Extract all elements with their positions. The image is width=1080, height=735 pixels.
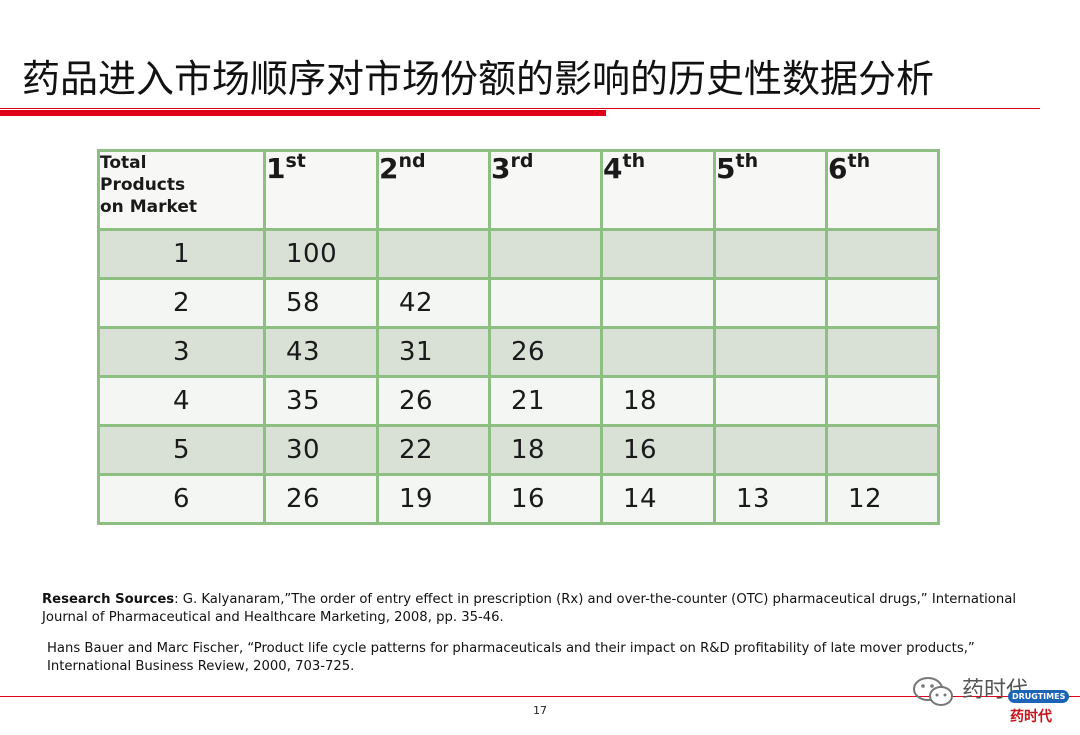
table-cell: [825, 326, 940, 378]
table-cell: [713, 375, 828, 427]
row-label: 2: [97, 277, 266, 329]
table-cell: 58: [263, 277, 379, 329]
research-sources: Research Sources: G. Kalyanaram,”The ord…: [42, 591, 1042, 676]
header-total-products: Total Products on Market: [97, 149, 266, 231]
table-cell: [376, 228, 491, 280]
wechat-icon: [913, 677, 953, 706]
row-label: 3: [97, 326, 266, 378]
header-entry-4: 4th: [600, 149, 716, 231]
row-label: 1: [97, 228, 266, 280]
table-cell: [713, 424, 828, 476]
source-1: Research Sources: G. Kalyanaram,”The ord…: [42, 592, 1016, 625]
table-cell: [713, 326, 828, 378]
table-cell: 19: [376, 473, 491, 525]
table-cell: [825, 424, 940, 476]
page-number: 17: [533, 704, 547, 717]
table-row: 6 26 19 16 14 13 12: [97, 473, 940, 525]
table-cell: 14: [600, 473, 716, 525]
watermark-logo-text: 药时代: [1010, 709, 1052, 725]
row-label: 4: [97, 375, 266, 427]
table-cell: 31: [376, 326, 491, 378]
table-cell: 43: [263, 326, 379, 378]
table-header-row: Total Products on Market 1st 2nd 3rd 4th…: [97, 149, 940, 231]
table-cell: 13: [713, 473, 828, 525]
table-row: 4 35 26 21 18: [97, 375, 940, 427]
header-entry-6: 6th: [825, 149, 940, 231]
source-2: Hans Bauer and Marc Fischer, “Product li…: [47, 641, 975, 674]
header-entry-3: 3rd: [488, 149, 603, 231]
market-share-table: Total Products on Market 1st 2nd 3rd 4th…: [97, 149, 940, 525]
table-row: 3 43 31 26: [97, 326, 940, 378]
table-row: 1 100: [97, 228, 940, 280]
title-underline-thin: [0, 108, 1040, 109]
table-cell: [600, 277, 716, 329]
table-cell: 16: [488, 473, 603, 525]
footer-rule: [0, 696, 1080, 697]
table-cell: 12: [825, 473, 940, 525]
table-cell: [488, 228, 603, 280]
row-label: 5: [97, 424, 266, 476]
table-cell: 26: [376, 375, 491, 427]
title-underline-thick: [0, 110, 606, 116]
table-cell: [825, 277, 940, 329]
table-cell: [825, 228, 940, 280]
table-cell: 26: [263, 473, 379, 525]
table-cell: [600, 326, 716, 378]
table-cell: 100: [263, 228, 379, 280]
table-cell: 26: [488, 326, 603, 378]
sources-label: Research Sources: [42, 592, 175, 607]
table-cell: 22: [376, 424, 491, 476]
table-cell: 42: [376, 277, 491, 329]
slide-title: 药品进入市场顺序对市场份额的影响的历史性数据分析: [22, 57, 935, 101]
table-row: 2 58 42: [97, 277, 940, 329]
table-cell: 18: [600, 375, 716, 427]
watermark: 药时代 DRUGTIMES 药时代: [912, 666, 1072, 728]
header-entry-5: 5th: [713, 149, 828, 231]
table-cell: 35: [263, 375, 379, 427]
table-row: 5 30 22 18 16: [97, 424, 940, 476]
table-cell: 16: [600, 424, 716, 476]
table-cell: 30: [263, 424, 379, 476]
table-cell: [713, 277, 828, 329]
table-cell: [825, 375, 940, 427]
header-entry-2: 2nd: [376, 149, 491, 231]
table-cell: [600, 228, 716, 280]
table-cell: 21: [488, 375, 603, 427]
table-cell: [488, 277, 603, 329]
header-entry-1: 1st: [263, 149, 379, 231]
watermark-badge: DRUGTIMES: [1008, 690, 1070, 703]
table-cell: 18: [488, 424, 603, 476]
table-cell: [713, 228, 828, 280]
row-label: 6: [97, 473, 266, 525]
